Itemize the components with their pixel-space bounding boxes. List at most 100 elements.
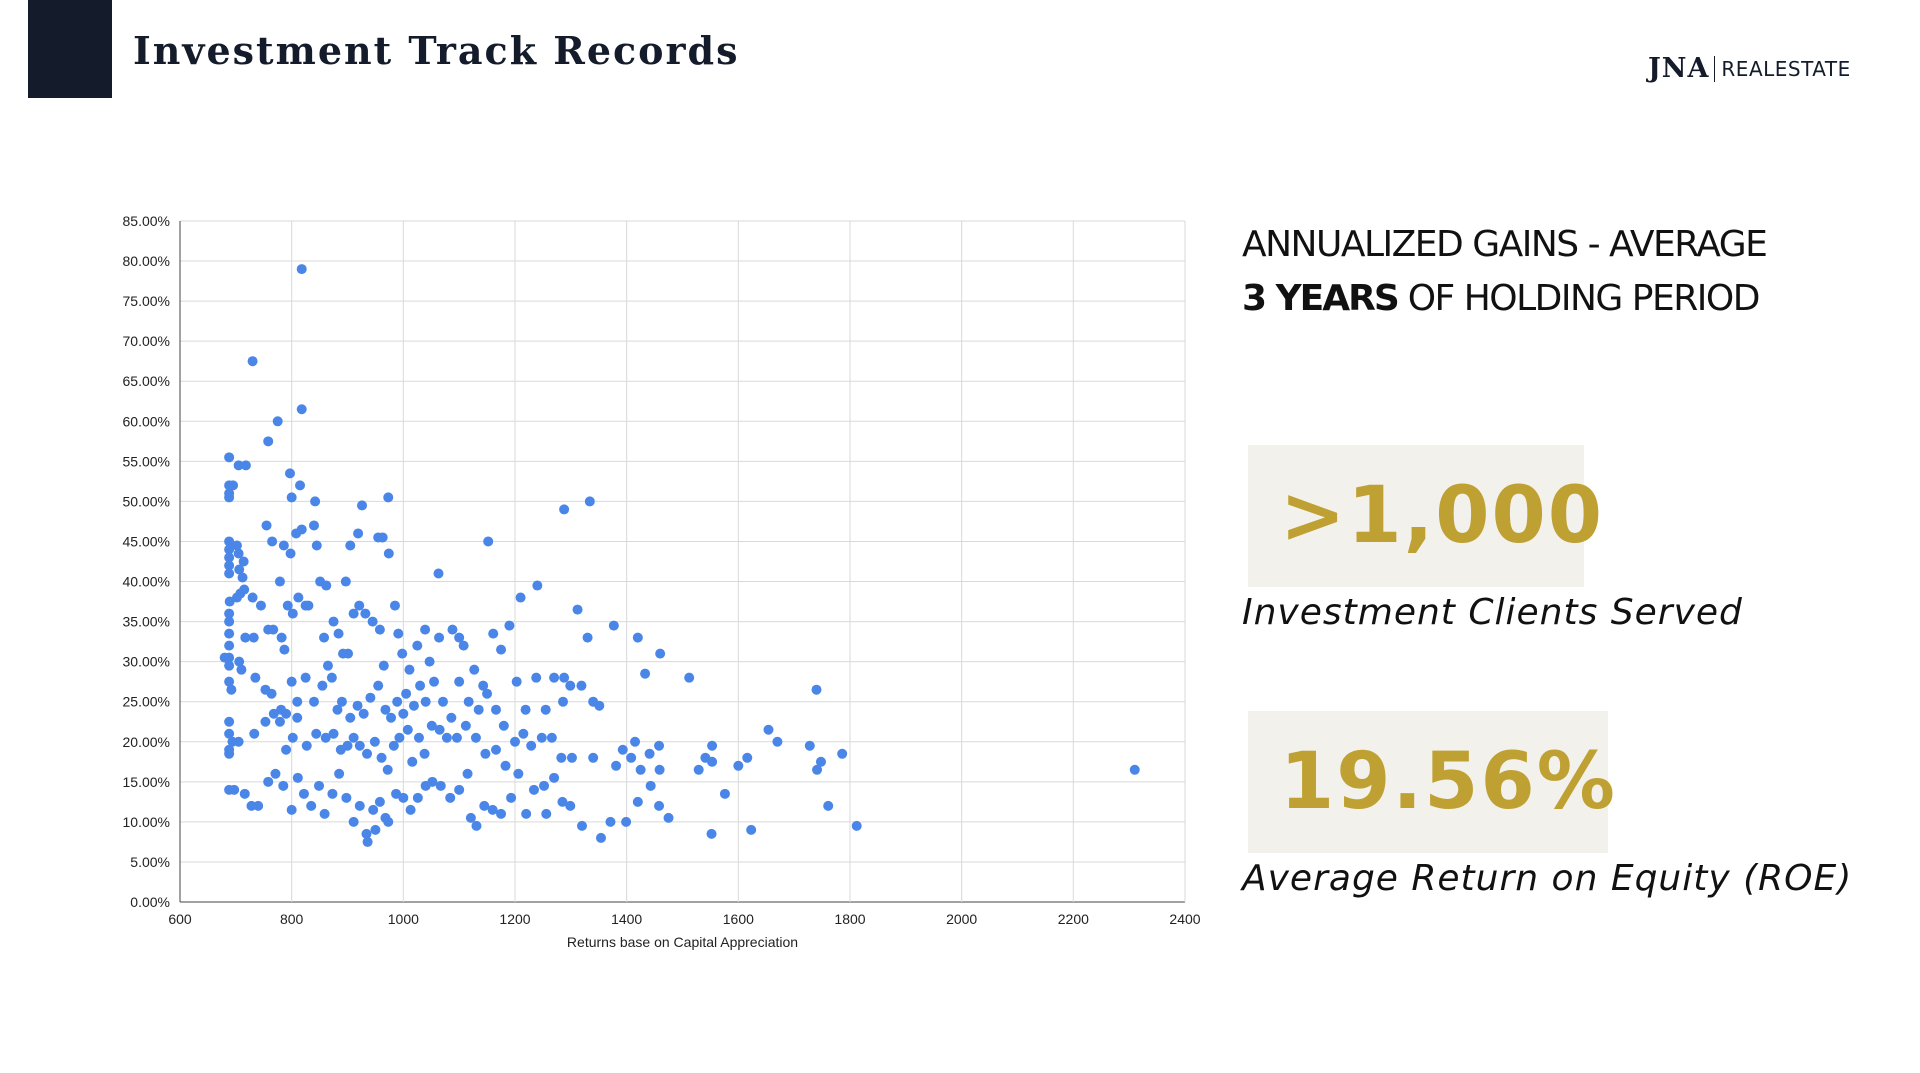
data-point [621,816,632,827]
data-point [558,696,569,707]
data-point [268,624,279,635]
data-point [300,672,311,683]
data-point [706,828,717,839]
data-point [296,524,307,535]
data-point [224,452,235,463]
data-point [594,700,605,711]
y-tick-label: 80.00% [123,253,170,269]
data-point [772,736,783,747]
data-point [434,724,445,735]
data-point [663,812,674,823]
data-point [398,792,409,803]
data-point [707,756,718,767]
data-point [837,748,848,759]
data-point [382,764,393,775]
y-tick-label: 70.00% [123,333,170,349]
data-point [626,752,637,763]
data-point [224,676,235,687]
data-point [506,792,517,803]
data-point [511,676,522,687]
data-point [528,784,539,795]
data-point [465,812,476,823]
data-point [362,748,373,759]
data-point [632,796,643,807]
data-point [365,692,376,703]
logo-wordmark: REALESTATE [1721,56,1851,81]
data-point [595,832,606,843]
data-point [549,672,560,683]
data-point [303,600,314,611]
data-point [532,580,543,591]
data-point [388,740,399,751]
data-point [328,728,339,739]
data-point [361,828,372,839]
data-point [707,740,718,751]
data-point [255,600,266,611]
data-point [419,748,430,759]
data-point [473,704,484,715]
data-point [274,576,285,587]
logo-mark: JNA [1648,53,1710,84]
data-point [520,704,531,715]
data-point [402,724,413,735]
data-point [488,628,499,639]
data-point [397,648,408,659]
data-point [576,680,587,691]
data-point [250,672,261,683]
data-point [389,600,400,611]
data-point [549,772,560,783]
data-point [310,496,321,507]
stat-roe-box: 19.56% [1248,711,1615,853]
data-point [281,708,292,719]
data-point [645,780,656,791]
y-tick-label: 35.00% [123,614,170,630]
data-point [635,764,646,775]
x-tick-label: 2200 [1058,911,1089,927]
x-tick-label: 1600 [723,911,754,927]
data-point [435,780,446,791]
data-point [412,640,423,651]
data-point [733,760,744,771]
data-point [278,540,289,551]
data-point [281,744,292,755]
data-point [240,460,251,471]
headline-line-2: 3 YEARS OF HOLDING PERIOD [1242,272,1766,326]
scatter-chart: 0.00% 5.00% 10.00% 15.00% 20.00% 25.00% 30.00%… [70,200,1210,960]
x-tick-label: 1800 [834,911,865,927]
data-point [224,608,235,619]
data-point [224,552,235,563]
y-tick-label: 25.00% [123,694,170,710]
x-tick-label: 800 [280,911,304,927]
data-point [654,800,665,811]
data-point [326,672,337,683]
y-tick-label: 75.00% [123,293,170,309]
stat-clients-label: Investment Clients Served [1242,592,1743,633]
data-point [458,640,469,651]
data-point [370,824,381,835]
data-point [219,652,230,663]
data-point [229,784,240,795]
header-accent-block [28,0,112,98]
data-point [521,808,532,819]
data-point [354,800,365,811]
data-point [285,548,296,559]
data-point [655,648,666,659]
data-point [358,708,369,719]
data-point [566,752,577,763]
data-point [719,788,730,799]
data-point [823,800,834,811]
data-point [354,600,365,611]
data-point [260,716,271,727]
data-point [224,596,235,607]
data-point [276,632,287,643]
data-point [454,676,465,687]
data-point [261,520,272,531]
data-point [279,644,290,655]
company-logo: JNA REALESTATE [1648,53,1851,84]
data-point [224,628,235,639]
data-point [1129,764,1140,775]
data-point [447,624,458,635]
data-point [224,660,235,671]
data-point [267,536,278,547]
data-point [559,672,570,683]
